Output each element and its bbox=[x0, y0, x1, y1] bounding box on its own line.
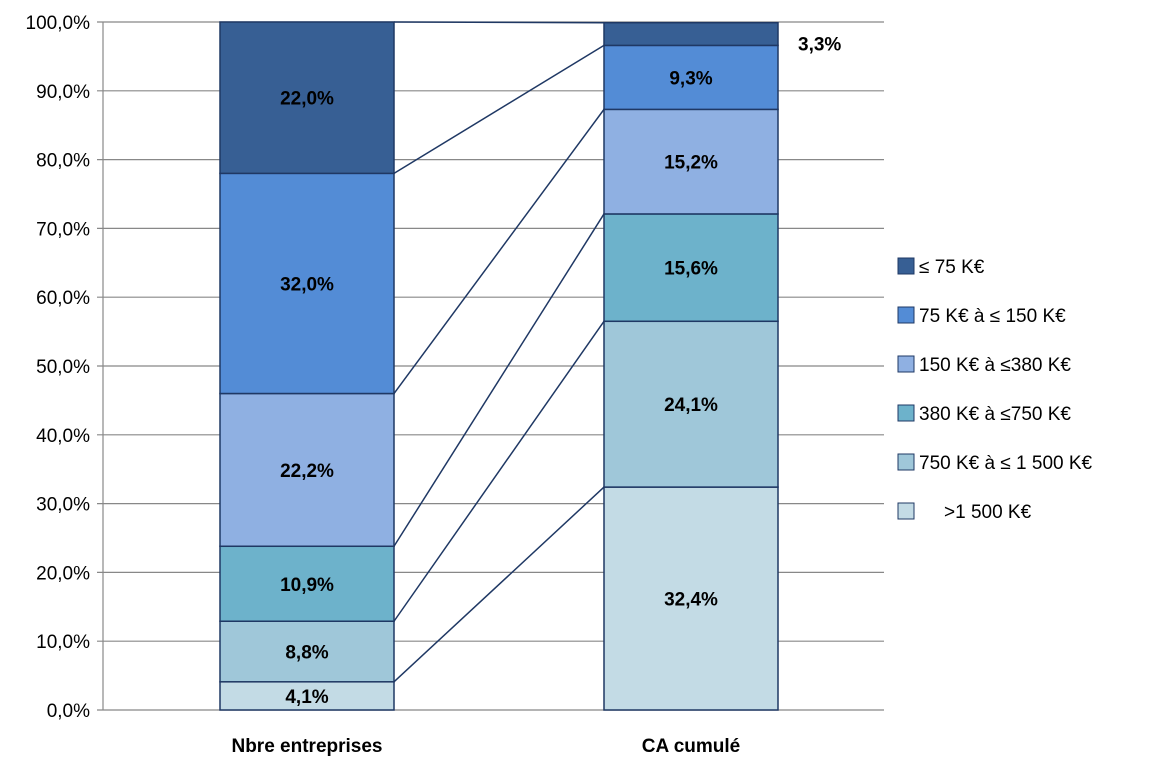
legend-swatch bbox=[897, 257, 915, 275]
data-label: 15,2% bbox=[664, 153, 718, 174]
data-label: 10,9% bbox=[280, 575, 334, 596]
y-tick-label: 20,0% bbox=[36, 563, 90, 584]
series-connector bbox=[393, 108, 605, 394]
data-label: 32,4% bbox=[664, 590, 718, 611]
legend-swatch bbox=[897, 355, 915, 373]
y-tick-label: 30,0% bbox=[36, 495, 90, 516]
series-connector-lines bbox=[393, 21, 605, 683]
y-tick-label: 80,0% bbox=[36, 151, 90, 172]
bar-segment bbox=[603, 486, 779, 711]
bar-segment bbox=[219, 21, 395, 175]
y-tick-label: 90,0% bbox=[36, 82, 90, 103]
legend-swatch bbox=[897, 404, 915, 422]
legend-label: 150 K€ à ≤380 K€ bbox=[919, 355, 1071, 376]
y-tick-label: 10,0% bbox=[36, 632, 90, 653]
bar-segment bbox=[219, 172, 395, 395]
legend: ≤ 75 K€ 75 K€ à ≤ 150 K€ 150 K€ à ≤380 K€ 3… bbox=[897, 257, 1093, 523]
data-label: 4,1% bbox=[285, 687, 328, 708]
series-connector bbox=[393, 320, 605, 622]
legend-swatch bbox=[897, 306, 915, 324]
legend-label: 75 K€ à ≤ 150 K€ bbox=[919, 306, 1066, 327]
bars bbox=[219, 21, 779, 711]
bar-segment bbox=[603, 21, 779, 47]
data-labels: 4,1% 8,8% 10,9% 22,2% 32,0% 22,0% 32,4% 24,1% 15… bbox=[280, 35, 841, 708]
series-connector bbox=[393, 21, 605, 24]
x-axis-categories: Nbre entreprises CA cumulé bbox=[231, 736, 740, 757]
bar-segment bbox=[603, 108, 779, 215]
y-tick-label: 60,0% bbox=[36, 288, 90, 309]
data-label: 9,3% bbox=[669, 68, 712, 89]
legend-label: 750 K€ à ≤ 1 500 K€ bbox=[919, 453, 1093, 474]
series-connector bbox=[393, 44, 605, 175]
y-axis: 0,0% 10,0% 20,0% 30,0% 40,0% 50,0% 60,0% 70,0% 8… bbox=[26, 13, 104, 722]
data-label: 22,0% bbox=[280, 89, 334, 110]
y-tick-label: 0,0% bbox=[47, 701, 90, 722]
x-category-label: Nbre entreprises bbox=[231, 736, 382, 757]
bar-segment bbox=[219, 681, 395, 711]
y-tick-label: 40,0% bbox=[36, 426, 90, 447]
data-label: 15,6% bbox=[664, 259, 718, 280]
legend-label: 380 K€ à ≤750 K€ bbox=[919, 404, 1071, 425]
data-label: 22,2% bbox=[280, 461, 334, 482]
data-label: 3,3% bbox=[798, 35, 841, 56]
data-label: 32,0% bbox=[280, 274, 334, 295]
data-label: 8,8% bbox=[285, 643, 328, 664]
legend-swatch bbox=[897, 502, 915, 520]
y-tick-label: 70,0% bbox=[36, 219, 90, 240]
x-category-label: CA cumulé bbox=[642, 736, 741, 757]
bar-segment bbox=[603, 44, 779, 111]
y-tick-label: 50,0% bbox=[36, 357, 90, 378]
series-connector bbox=[393, 486, 605, 683]
legend-label: ≤ 75 K€ bbox=[919, 257, 985, 278]
y-tick-label: 100,0% bbox=[26, 13, 91, 34]
legend-swatch bbox=[897, 453, 915, 471]
bar-segment bbox=[603, 320, 779, 488]
data-label: 24,1% bbox=[664, 395, 718, 416]
legend-label: >1 500 K€ bbox=[944, 502, 1032, 523]
series-connector bbox=[393, 213, 605, 547]
